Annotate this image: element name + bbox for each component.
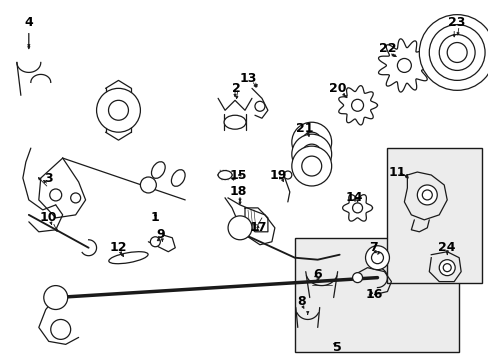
Text: 22: 22 (378, 42, 395, 55)
Circle shape (291, 134, 331, 174)
Ellipse shape (151, 162, 165, 178)
Text: 9: 9 (156, 228, 164, 241)
Text: 23: 23 (447, 16, 465, 29)
Circle shape (291, 122, 331, 162)
Circle shape (352, 203, 362, 213)
Circle shape (108, 100, 128, 120)
Circle shape (416, 185, 436, 205)
Text: 3: 3 (44, 171, 53, 185)
Text: 19: 19 (268, 168, 286, 181)
Circle shape (291, 146, 331, 186)
Text: 16: 16 (365, 288, 383, 301)
Text: 11: 11 (388, 166, 406, 179)
Circle shape (438, 260, 454, 276)
Ellipse shape (171, 170, 185, 186)
Ellipse shape (224, 115, 245, 129)
Text: 14: 14 (345, 192, 363, 204)
Circle shape (422, 190, 431, 200)
Text: 13: 13 (239, 72, 256, 85)
Circle shape (371, 252, 383, 264)
Circle shape (227, 216, 251, 240)
Text: 7: 7 (368, 241, 377, 254)
Circle shape (397, 58, 410, 72)
Text: 17: 17 (249, 221, 266, 234)
Text: 8: 8 (297, 295, 305, 308)
Text: 2: 2 (231, 82, 240, 95)
Circle shape (419, 15, 488, 90)
Circle shape (150, 237, 160, 247)
Circle shape (365, 246, 388, 270)
Text: 10: 10 (40, 211, 58, 224)
Circle shape (50, 189, 61, 201)
Circle shape (301, 132, 321, 152)
Circle shape (438, 35, 474, 71)
Text: 20: 20 (328, 82, 346, 95)
Text: 5: 5 (333, 341, 341, 354)
Circle shape (428, 24, 484, 80)
Circle shape (254, 101, 264, 111)
Circle shape (51, 319, 71, 339)
Text: 24: 24 (438, 241, 455, 254)
Bar (294, 238, 458, 352)
Text: 12: 12 (109, 241, 127, 254)
Circle shape (283, 171, 291, 179)
Circle shape (96, 88, 140, 132)
Text: 6: 6 (313, 268, 322, 281)
Circle shape (301, 144, 321, 164)
Circle shape (71, 193, 81, 203)
Circle shape (44, 285, 67, 310)
Circle shape (447, 42, 466, 62)
Text: 18: 18 (229, 185, 246, 198)
Text: 21: 21 (295, 122, 313, 135)
Circle shape (140, 177, 156, 193)
Circle shape (351, 99, 363, 111)
Text: 1: 1 (151, 211, 160, 224)
Ellipse shape (218, 171, 232, 180)
Text: 4: 4 (24, 16, 33, 29)
Bar (386, 148, 481, 283)
Circle shape (301, 156, 321, 176)
Ellipse shape (109, 252, 148, 264)
Circle shape (442, 264, 450, 272)
Circle shape (352, 273, 362, 283)
Text: 15: 15 (229, 168, 246, 181)
